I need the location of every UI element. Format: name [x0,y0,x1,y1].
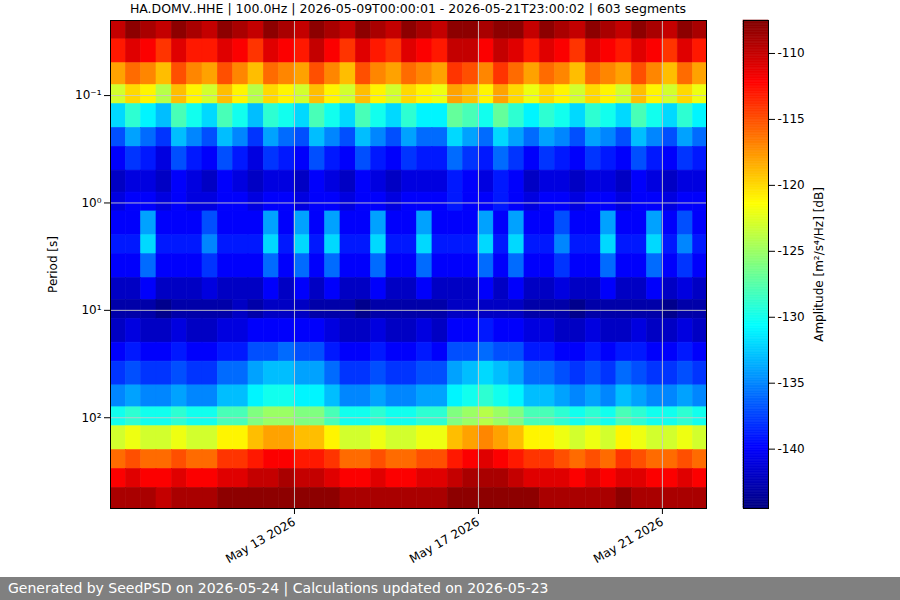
svg-text:-125: -125 [778,244,805,258]
svg-text:-140: -140 [778,442,805,456]
svg-text:-120: -120 [778,178,805,192]
svg-text:May 13 2026: May 13 2026 [223,515,298,566]
svg-text:10⁻¹: 10⁻¹ [75,88,102,102]
svg-text:-110: -110 [778,46,805,60]
svg-text:10¹: 10¹ [81,303,101,317]
svg-text:Period [s]: Period [s] [46,236,60,293]
svg-text:May 17 2026: May 17 2026 [407,515,482,566]
svg-text:10²: 10² [81,411,101,425]
svg-text:-135: -135 [778,376,805,390]
svg-text:10⁰: 10⁰ [81,196,101,210]
svg-text:-130: -130 [778,310,805,324]
html-text:HA.DOMV..HHE | 100.0Hz | 2026-: HA.DOMV..HHE | 100.0Hz | 2026-05-09T00:0… [129,1,687,16]
svg-text:-115: -115 [778,112,805,126]
svg-text:May 21 2026: May 21 2026 [591,515,666,566]
html-text:Generated by SeedPSD on 2026-0: Generated by SeedPSD on 2026-05-24 | Cal… [8,580,549,596]
svg-text:Amplitude [m²/s⁴/Hz] [dB]: Amplitude [m²/s⁴/Hz] [dB] [812,187,826,342]
